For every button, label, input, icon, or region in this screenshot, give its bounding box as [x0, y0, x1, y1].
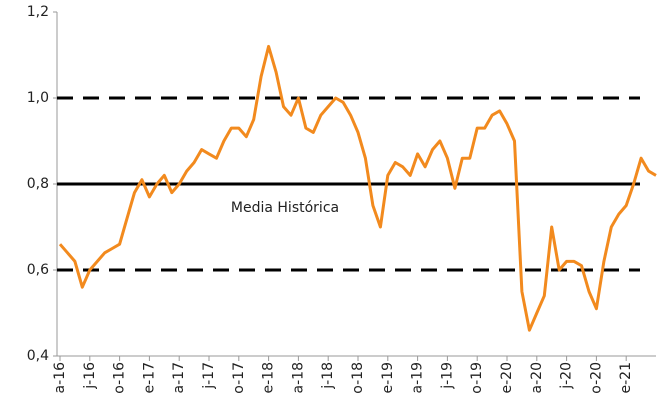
y-tick-label: 1,0 [27, 90, 49, 106]
x-tick-label: o-16 [112, 362, 128, 394]
x-tick-label: o-17 [231, 362, 247, 394]
x-tick-label: e-20 [499, 362, 515, 393]
x-tick-label: a-20 [529, 362, 545, 393]
x-tick-label: j-17 [201, 362, 217, 390]
x-tick-label: a-17 [171, 362, 187, 393]
x-tick-label: e-17 [141, 362, 157, 393]
x-tick-label: a-19 [410, 362, 426, 393]
x-tick-label: e-21 [618, 362, 634, 393]
reference-label: Media Histórica [231, 200, 339, 216]
x-tick-label: j-20 [559, 362, 575, 390]
x-tick-label: e-19 [380, 362, 396, 393]
series-line [58, 44, 657, 332]
x-tick-label: j-18 [320, 362, 336, 390]
x-tick-label: o-18 [350, 362, 366, 394]
x-tick-label: a-16 [52, 362, 68, 394]
y-tick-label: 0,8 [27, 176, 49, 192]
x-tick-label: a-18 [290, 362, 306, 393]
x-tick-label: e-18 [261, 362, 277, 393]
y-tick-label: 0,6 [27, 262, 49, 278]
x-tick-label: o-20 [588, 362, 604, 394]
x-tick-label: j-19 [439, 362, 455, 390]
x-tick-label: o-19 [469, 362, 485, 394]
y-tick-label: 1,2 [27, 4, 49, 20]
y-tick-label: 0,4 [27, 348, 49, 364]
x-tick-label: j-16 [82, 362, 98, 390]
